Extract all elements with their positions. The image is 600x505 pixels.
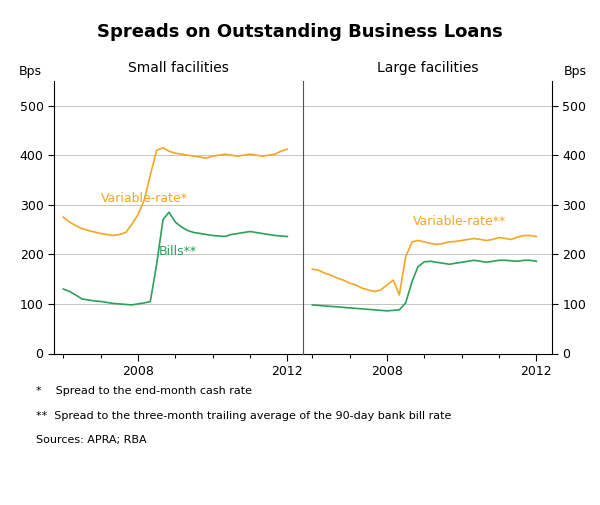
Text: Large facilities: Large facilities xyxy=(377,61,478,75)
Text: **  Spread to the three-month trailing average of the 90-day bank bill rate: ** Spread to the three-month trailing av… xyxy=(36,411,451,421)
Text: Bills**: Bills** xyxy=(158,245,197,259)
Text: Bps: Bps xyxy=(564,65,587,78)
Text: Variable-rate**: Variable-rate** xyxy=(413,215,506,228)
Text: Spreads on Outstanding Business Loans: Spreads on Outstanding Business Loans xyxy=(97,23,503,41)
Text: Variable-rate*: Variable-rate* xyxy=(101,192,188,205)
Text: Sources: APRA; RBA: Sources: APRA; RBA xyxy=(36,435,146,445)
Text: *    Spread to the end-month cash rate: * Spread to the end-month cash rate xyxy=(36,386,252,396)
Text: Bps: Bps xyxy=(19,65,42,78)
Text: Small facilities: Small facilities xyxy=(128,61,229,75)
